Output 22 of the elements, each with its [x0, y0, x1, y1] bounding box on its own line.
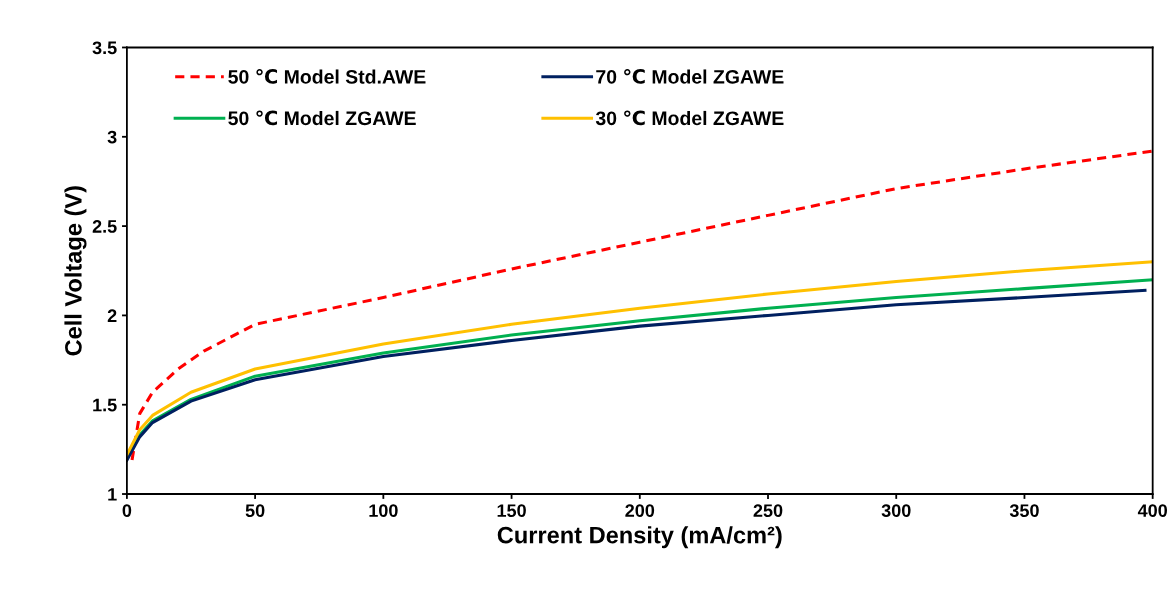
line-series [130, 149, 1153, 462]
x-tick-label: 100 [369, 504, 398, 518]
legend-label: 50 ℃ Model ZGAWE [228, 110, 416, 126]
y-axis-title: Cell Voltage (V) [64, 186, 87, 356]
y-tick-label: 2 [107, 309, 117, 322]
y-tick-label: 2.5 [92, 220, 117, 233]
x-tick-label: 350 [1009, 504, 1039, 518]
x-tick-label: 0 [122, 504, 132, 518]
legend-label: 30 ℃ Model ZGAWE [595, 110, 784, 126]
x-tick-label: 300 [881, 504, 911, 518]
x-tick-label: 150 [497, 504, 526, 518]
y-tick-label: 3 [107, 130, 117, 144]
y-tick-label: 1.5 [93, 398, 117, 412]
x-tick-label: 50 [245, 504, 265, 518]
legend-label: 50 ℃ Model Std.AWE [228, 68, 426, 84]
legend-label: 70 ℃ Model ZGAWE [596, 68, 784, 84]
x-tick-label: 250 [753, 504, 783, 518]
x-axis-title: Current Density (mA/cm²) [497, 526, 782, 549]
x-tick-label: 400 [1137, 504, 1167, 518]
y-tick-label: 1 [108, 488, 117, 501]
x-tick-label: 200 [625, 504, 655, 518]
y-tick-label: 3.5 [92, 41, 117, 55]
